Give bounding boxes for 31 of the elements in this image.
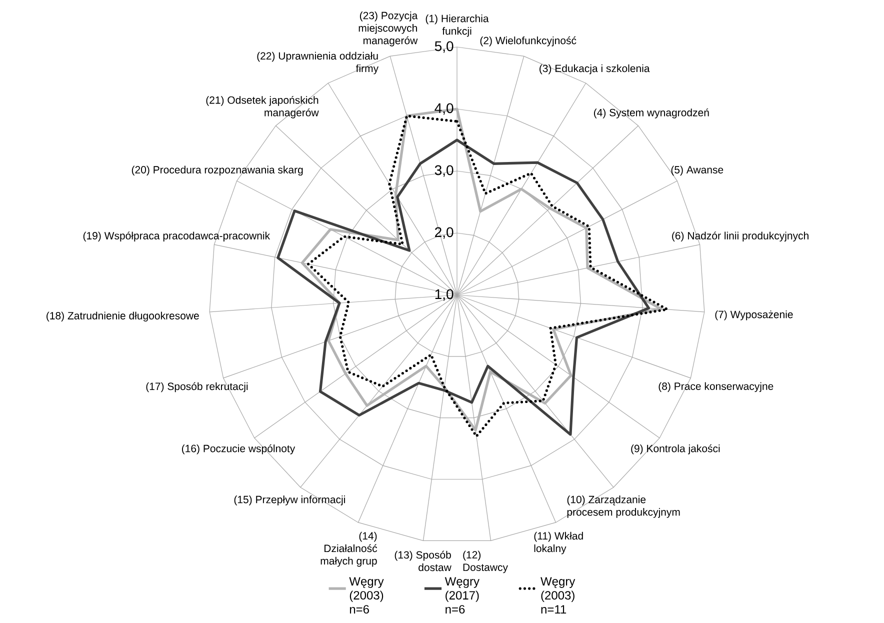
spoke-label: (16) Poczucie wspólnoty (182, 444, 296, 454)
spoke-label: (1) Hierarchia funkcji (426, 14, 489, 37)
spoke-label: (15) Przepływ informacji (234, 496, 345, 506)
y-tick-label: 5,0 (434, 41, 454, 53)
spoke-label: (4) System wynagrodzeń (594, 108, 709, 118)
spoke-label: (23) Pozycja miejscowych managerów (358, 12, 418, 46)
spoke-label: (7) Wyposażenie (715, 310, 793, 320)
spoke-label: (19) Współpraca pracodawca-pracownik (83, 232, 270, 242)
spoke-label: (2) Wielofunkcyjność (480, 36, 576, 46)
legend-label: Węgry (2017) n=6 (444, 577, 480, 614)
spoke-label: (12) Dostawcy (463, 550, 508, 574)
spoke-label: (18) Zatrudnienie długookresowe (46, 312, 199, 322)
y-tick-label: 3,0 (434, 165, 454, 177)
spoke-label: (6) Nadzór linii produkcyjnych (672, 232, 808, 242)
spoke-label: (21) Odsetek japońskich managerów (206, 96, 319, 118)
spoke-label: (5) Awanse (671, 166, 724, 176)
spoke-label: (17) Sposób rekrutacji (146, 382, 248, 392)
y-tick-label: 1,0 (435, 289, 454, 301)
spoke-label: (10) Zarządzanie procesem produkcyjnym (567, 496, 680, 518)
spoke-label: (8) Prace konserwacyjne (658, 382, 774, 392)
y-tick-label: 4,0 (434, 103, 454, 115)
spoke-label: (11) Wkład lokalny (534, 532, 583, 554)
spoke-label: (3) Edukacja i szkolenia (540, 64, 650, 74)
spoke-label: (9) Kontrola jakości (631, 444, 720, 454)
legend-label: Węgry (2003) n=11 (540, 577, 576, 614)
spoke-label: (20) Procedura rozpoznawania skarg (132, 166, 303, 176)
y-tick-label: 2,0 (435, 227, 454, 239)
legend-label: Węgry (2003) n=6 (349, 577, 384, 614)
spoke-label: (14) Działalność małych grup (320, 532, 378, 567)
spoke-label: (22) Uprawnienia oddziału firmy (257, 52, 379, 74)
spoke-label: (13) Sposób dostaw (394, 550, 452, 572)
